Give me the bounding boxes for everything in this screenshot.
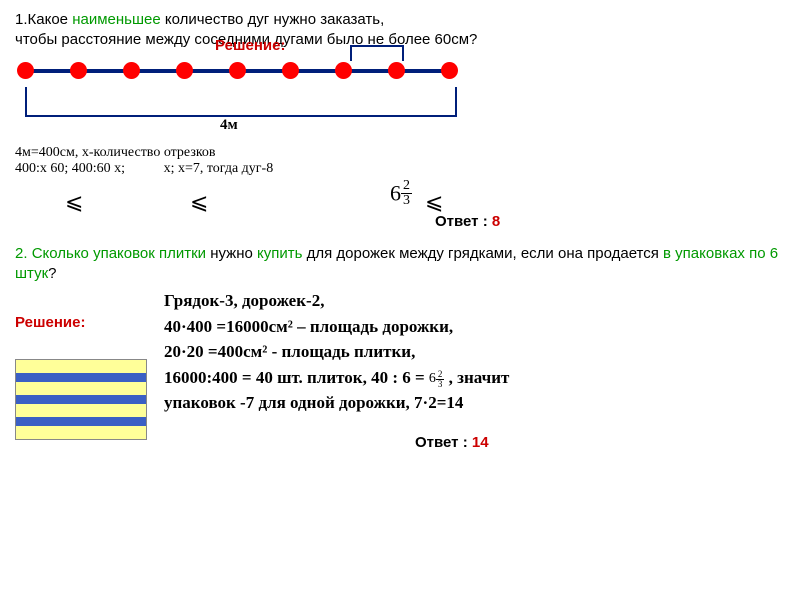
- solution-label-2: Решение:: [15, 314, 150, 331]
- stripe-yellow: [16, 404, 146, 417]
- mixed-fraction: 623: [390, 179, 412, 208]
- q1-t1: Какое: [28, 11, 73, 28]
- calc2-line1: Грядок-3, дорожек-2,: [164, 288, 509, 314]
- solution-label-1: Решение:: [215, 37, 285, 54]
- dot: [335, 62, 352, 79]
- question-2-text: 2. Сколько упаковок плитки нужно купить …: [15, 244, 785, 285]
- calc2-line4: 16000:400 = 40 шт. плиток, 40 : 6 = 623 …: [164, 365, 509, 391]
- leq-icon: ⩽: [425, 189, 443, 215]
- calc2-line3: 20·20 =400см² - площадь плитки,: [164, 339, 509, 365]
- answer-2: Ответ : 14: [415, 434, 785, 451]
- stripe-yellow: [16, 426, 146, 439]
- dot: [282, 62, 299, 79]
- stripe-blue: [16, 373, 146, 382]
- dot: [17, 62, 34, 79]
- number-line-diagram: Решение: 4м: [15, 39, 475, 139]
- dot: [388, 62, 405, 79]
- calc2-line5: упаковок -7 для одной дорожки, 7·2=14: [164, 390, 509, 416]
- q2-number: 2.: [15, 245, 32, 262]
- q2-calculation: Грядок-3, дорожек-2, 40·400 =16000см² – …: [164, 288, 509, 440]
- small-fraction: 623: [429, 368, 445, 389]
- q1-t2: количество дуг нужно заказать,: [161, 11, 385, 28]
- calc-line-1: 4м=400см, х-количество отрезков: [15, 145, 785, 161]
- q2-body: Решение: Грядок-3, дорожек-2, 40·400 =16…: [15, 288, 785, 440]
- stripe-blue: [16, 417, 146, 426]
- q1-highlight: наименьшее: [72, 11, 160, 28]
- tile-diagram: [15, 359, 150, 440]
- bottom-bracket: [25, 87, 457, 117]
- dot: [70, 62, 87, 79]
- q1-number: 1.: [15, 11, 28, 28]
- dot: [176, 62, 193, 79]
- dot: [441, 62, 458, 79]
- top-bracket: [350, 45, 404, 61]
- q2-left-col: Решение:: [15, 288, 150, 440]
- calc-line-2: 400:х 60; 400:60 х; х; х=7, тогда дуг-8 …: [15, 161, 785, 221]
- stripe-blue: [16, 395, 146, 404]
- length-label-4m: 4м: [220, 117, 238, 134]
- dot: [123, 62, 140, 79]
- tile-block: [15, 359, 147, 440]
- calc2-line2: 40·400 =16000см² – площадь дорожки,: [164, 314, 509, 340]
- calc-seg-1: 400:х 60; 400:60 х; х; х=7, тогда дуг-8: [15, 161, 273, 177]
- dot: [229, 62, 246, 79]
- stripe-yellow: [16, 360, 146, 373]
- q1-calculation: 4м=400см, х-количество отрезков 400:х 60…: [15, 145, 785, 221]
- leq-icon: ⩽: [65, 189, 83, 215]
- stripe-yellow: [16, 382, 146, 395]
- leq-icon: ⩽: [190, 189, 208, 215]
